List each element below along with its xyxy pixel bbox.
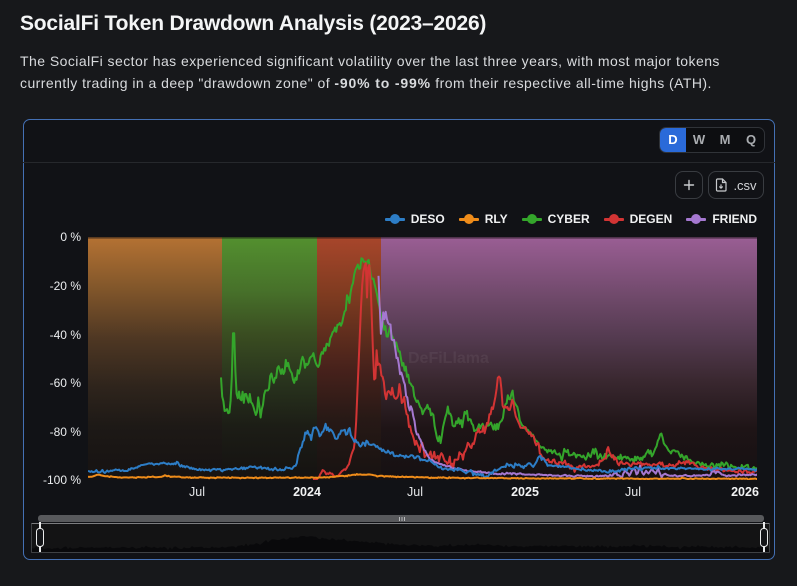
svg-text:DeFiLlama: DeFiLlama: [408, 350, 489, 367]
